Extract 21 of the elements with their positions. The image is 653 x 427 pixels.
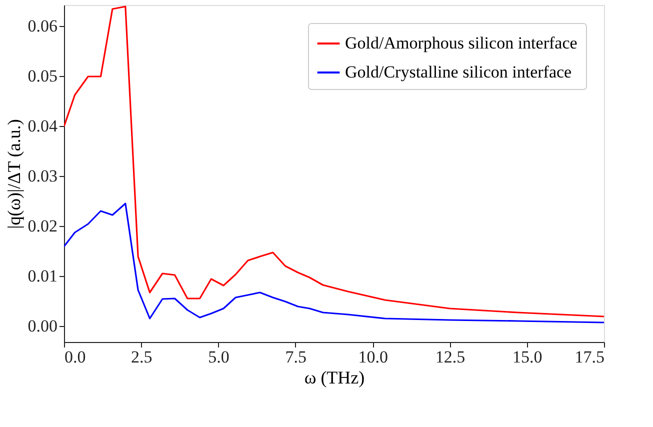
legend-label: Gold/Crystalline silicon interface — [345, 62, 572, 82]
line-series — [64, 6, 604, 318]
x-tick-label: 12.5 — [435, 348, 466, 366]
y-tick-label: 0.01 — [28, 266, 58, 286]
x-tick-label: 2.5 — [131, 348, 152, 366]
x-axis-title: ω (THz) — [304, 368, 365, 388]
x-tick-label: 10.0 — [358, 348, 388, 366]
y-tick-label: 0.02 — [28, 216, 58, 236]
y-tick-label: 0.06 — [28, 16, 58, 36]
y-tick-label: 0.03 — [28, 166, 58, 186]
y-axis-title: |q(ω)|/ΔT (a.u.) — [4, 119, 24, 229]
legend-label: Gold/Amorphous silicon interface — [345, 34, 578, 52]
line-series — [64, 202, 604, 324]
x-tick-label: 15.0 — [512, 348, 542, 366]
x-tick-label: 5.0 — [208, 348, 230, 366]
y-tick-label: 0.05 — [28, 66, 58, 86]
x-tick-label: 0.0 — [64, 348, 86, 366]
y-tick-label: 0.00 — [28, 316, 58, 336]
x-tick-label: 17.5 — [574, 348, 604, 366]
y-tick-label: 0.04 — [28, 116, 58, 136]
x-tick-label: 7.5 — [285, 348, 307, 366]
